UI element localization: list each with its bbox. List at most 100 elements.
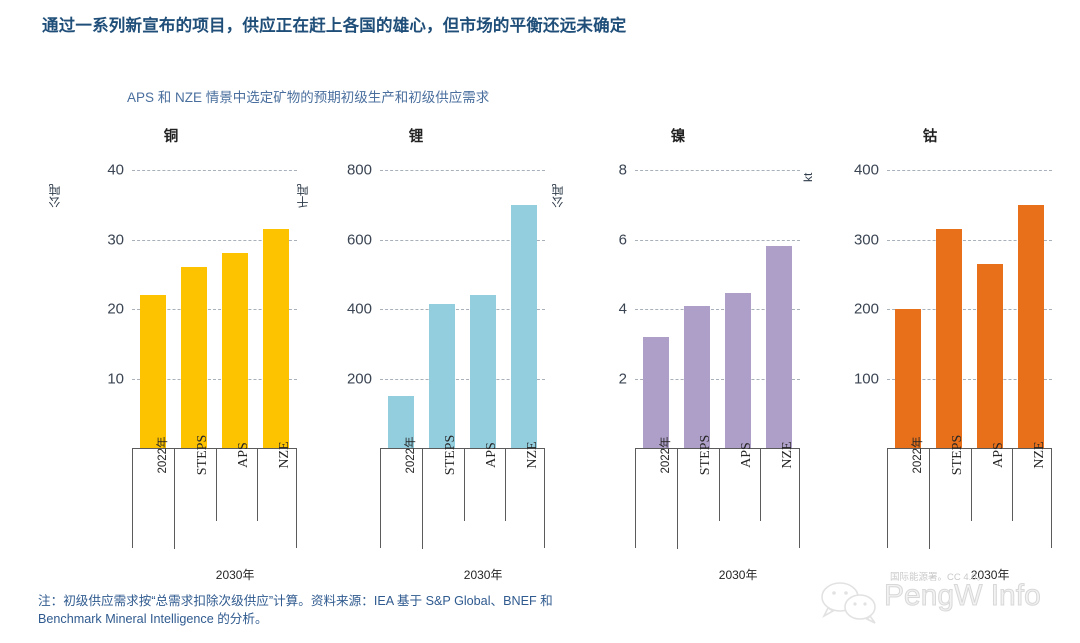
gridline (380, 309, 545, 310)
gridline (635, 170, 800, 171)
category-divider (256, 449, 258, 521)
category-divider (504, 449, 506, 521)
category-cell: STEPS (422, 435, 463, 549)
y-axis-unit-label: 千吨 (296, 184, 310, 208)
category-label-box: 2022年 STEPS APS NZE (887, 435, 1053, 549)
panel-title: 钴 (922, 129, 938, 145)
category-cell: NZE (1011, 441, 1053, 548)
gridline (380, 239, 545, 241)
category-cell: 2022年 (636, 436, 677, 548)
y-axis-tick-label: 30 (107, 231, 124, 248)
y-axis-tick-label: 600 (346, 231, 372, 248)
category-divider (215, 449, 217, 521)
category-cell: 2022年 (888, 436, 929, 548)
category-cell: NZE (504, 441, 546, 548)
category-label-box: 2022年 STEPS APS NZE (635, 435, 801, 549)
y-axis-tick-label: 4 (618, 300, 627, 318)
gridline (887, 309, 1052, 310)
group-label: 2030年 (463, 568, 503, 582)
category-label: 2022年 (156, 436, 169, 474)
category-cell: NZE (759, 441, 801, 548)
gridline (635, 309, 800, 310)
category-cell: STEPS (929, 435, 970, 549)
category-cell: 2022年 (381, 436, 422, 548)
bar (1018, 204, 1045, 448)
chart-subtitle: APS 和 NZE 情景中选定矿物的预期初级生产和初级供应需求 (127, 90, 490, 105)
gridline (132, 309, 297, 310)
category-cell: STEPS (677, 435, 718, 549)
bar (725, 293, 752, 448)
bar (387, 395, 414, 448)
category-label: APS (991, 442, 1007, 468)
category-cell: 2022年 (133, 436, 174, 548)
category-label-box: 2022年 STEPS APS NZE (132, 435, 298, 549)
bar (428, 303, 455, 448)
y-axis-unit-label: 公吨 (48, 184, 62, 208)
gridline (887, 170, 1052, 171)
gridline (132, 170, 297, 171)
category-label: APS (739, 442, 755, 468)
y-axis-tick-label: 2 (618, 370, 627, 387)
page-title: 通过一系列新宣布的项目，供应正在赶上各国的雄心，但市场的平衡还远未确定 (42, 17, 627, 35)
bar (935, 229, 962, 448)
gridline (132, 239, 297, 241)
chart-panels: 铜 10 20 30 40 公吨 2022年 STEPS APS NZE 2030年锂 200 400 6… (0, 125, 1080, 582)
watermark-text: PengW Info (884, 579, 1042, 613)
gridline (380, 378, 545, 380)
category-cell: APS (718, 442, 760, 548)
gridline (132, 378, 297, 380)
panel-title: 锂 (408, 129, 424, 145)
bar (894, 309, 921, 448)
y-axis-unit-label: 公吨 (551, 184, 565, 208)
category-divider (759, 449, 761, 521)
group-label: 2030年 (718, 568, 758, 582)
y-axis-tick-label: 300 (853, 231, 879, 248)
y-axis-tick-label: 10 (107, 370, 124, 387)
chart-panel: 镍 2 4 6 8 公吨 2022年 STEPS APS NZE 2030年 (547, 125, 809, 582)
category-divider (970, 449, 972, 521)
category-divider (422, 449, 424, 549)
category-cell: APS (970, 442, 1012, 548)
y-axis-unit-label: kt (801, 172, 815, 182)
category-divider (718, 449, 720, 521)
gridline (380, 170, 545, 171)
category-divider (174, 449, 176, 549)
category-cell: APS (463, 442, 505, 548)
category-label: 2022年 (911, 436, 924, 474)
gridline (887, 239, 1052, 241)
gridline (887, 378, 1052, 380)
y-axis-tick-label: 200 (853, 300, 879, 318)
category-label-box: 2022年 STEPS APS NZE (380, 435, 546, 549)
y-axis-tick-label: 8 (618, 161, 627, 179)
wechat-icon (821, 582, 876, 624)
footnote: 注：初级供应需求按“总需求扣除次级供应”计算。资料来源：IEA 基于 S&P G… (38, 594, 553, 627)
gridline (635, 378, 800, 380)
category-divider (1011, 449, 1013, 521)
category-label: APS (236, 442, 252, 468)
category-label: STEPS (194, 434, 210, 476)
category-label: APS (484, 442, 500, 468)
category-cell: NZE (256, 441, 298, 548)
category-divider (929, 449, 931, 549)
category-label: 2022年 (659, 436, 672, 474)
category-label: 2022年 (404, 436, 417, 474)
y-axis-tick-label: 6 (618, 231, 627, 248)
category-label: NZE (1032, 441, 1048, 469)
bar (470, 295, 497, 448)
chart-panel: 钴 100 200 300 400 kt 2022年 STEPS APS NZE 2030年 (790, 125, 1070, 582)
category-cell: APS (215, 442, 257, 548)
category-label: STEPS (949, 434, 965, 476)
panel-title: 镍 (670, 129, 686, 145)
category-divider (677, 449, 679, 549)
category-divider (463, 449, 465, 521)
bar (977, 263, 1004, 448)
bar (683, 305, 710, 448)
y-axis-tick-label: 800 (346, 161, 372, 179)
chart-panel: 铜 10 20 30 40 公吨 2022年 STEPS APS NZE 2030年 (40, 125, 302, 582)
category-cell: STEPS (174, 435, 215, 549)
bar (222, 253, 249, 448)
category-label: STEPS (697, 434, 713, 476)
y-axis-tick-label: 100 (853, 370, 879, 387)
bar (642, 336, 669, 448)
